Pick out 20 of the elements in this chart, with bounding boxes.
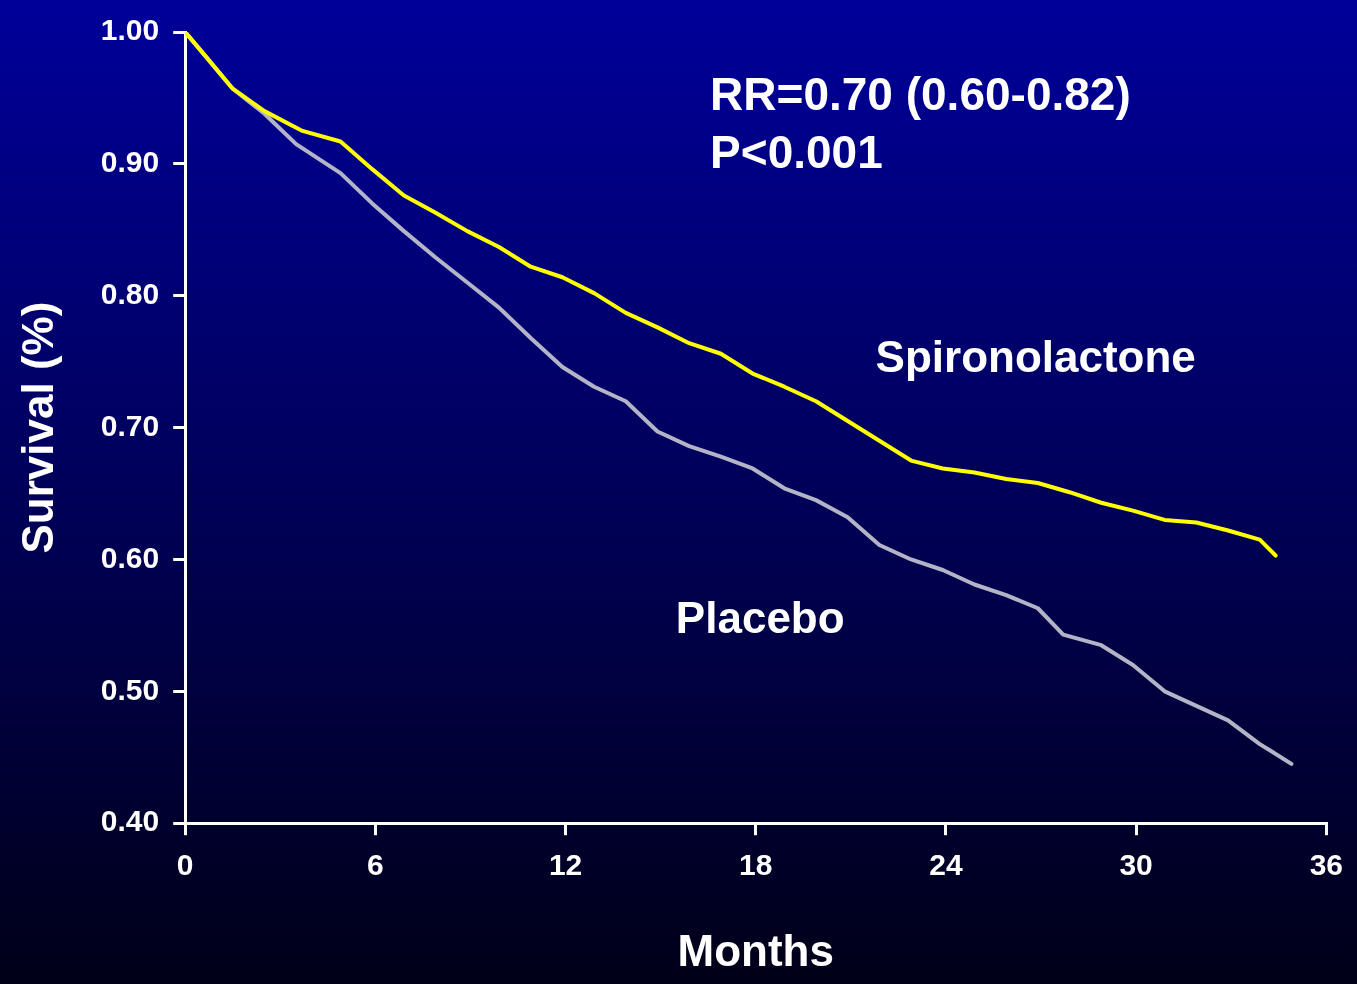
y-tick-label: 0.90 [100, 145, 160, 179]
series-label: Spironolactone [875, 332, 1196, 382]
y-tick-label: 0.80 [100, 277, 160, 310]
x-axis-title: Months [677, 925, 834, 975]
x-tick-label: 24 [929, 848, 963, 882]
y-tick-label: 0.40 [100, 804, 160, 838]
y-axis-title: Survival (%) [12, 301, 62, 554]
x-tick-label: 18 [739, 848, 773, 882]
y-tick-label: 0.70 [100, 408, 160, 442]
x-tick-label: 12 [548, 848, 583, 882]
x-tick-label: 36 [1309, 848, 1343, 882]
y-tick-label: 1.00 [100, 13, 160, 47]
x-tick-label: 6 [367, 848, 384, 882]
y-tick-label: 0.60 [100, 540, 160, 574]
x-tick-label: 30 [1119, 848, 1153, 882]
y-tick-label: 0.50 [100, 672, 160, 706]
annotation: RR=0.70 (0.60-0.82) [710, 68, 1131, 120]
annotation: P<0.001 [710, 126, 883, 178]
series-label: Placebo [675, 593, 845, 643]
x-tick-label: 0 [176, 848, 194, 882]
